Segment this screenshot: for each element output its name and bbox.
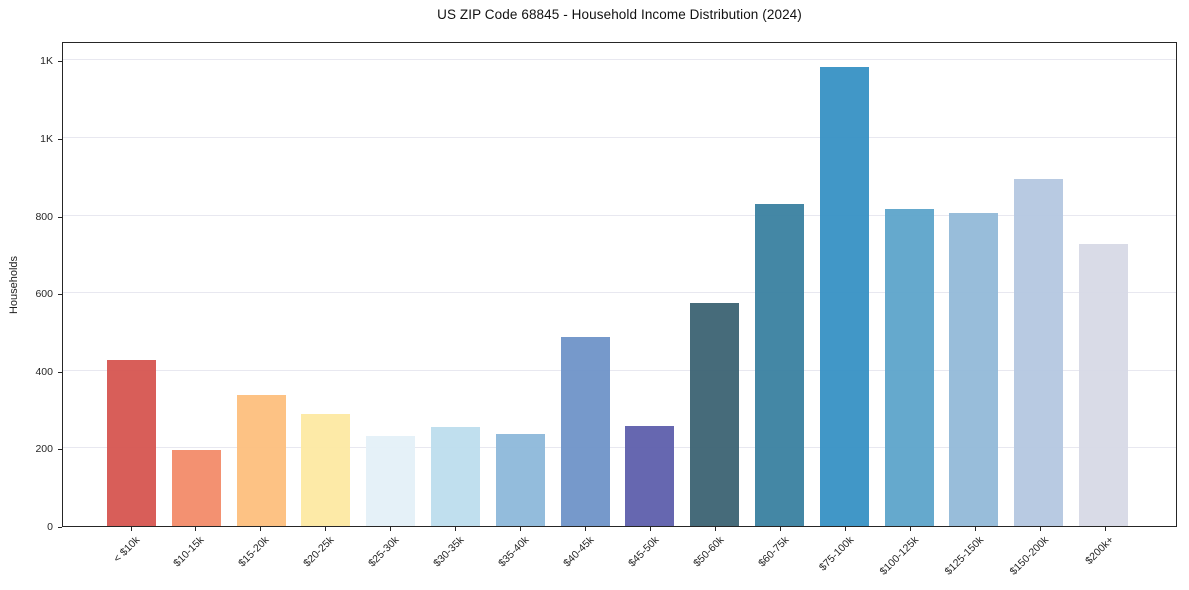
bar-25-30k (366, 436, 416, 526)
x-tick-mark (520, 527, 522, 531)
gridline-800 (63, 214, 1176, 216)
bar-10k (106, 359, 156, 526)
x-tick-label: $50-60k (691, 534, 727, 570)
y-tick-mark (58, 449, 62, 451)
y-tick-label: 200 (35, 443, 53, 456)
y-tick-label: 1K (40, 133, 53, 145)
x-tick-label: < $10k (110, 534, 142, 565)
bar-15-20k (236, 394, 286, 526)
x-tick-label: $40-45k (561, 534, 597, 570)
bar-slot (553, 43, 618, 526)
bar-slot (358, 43, 423, 526)
x-tick-mark (1104, 527, 1106, 531)
x-tick-mark (974, 527, 976, 531)
bar-slot (1006, 43, 1071, 526)
x-tick-mark (195, 527, 197, 531)
x-tick-label: $35-40k (496, 534, 532, 570)
bar-50-60k (690, 302, 740, 526)
bar-slot (423, 43, 488, 526)
bar-slot (812, 43, 877, 526)
x-tick-mark (650, 527, 651, 531)
bar-slot (99, 43, 164, 526)
bar-slot (682, 43, 747, 526)
bar-75-100k (819, 66, 869, 526)
bar-60-75k (755, 204, 805, 526)
x-tick-mark (1039, 527, 1041, 531)
gridline-1200 (63, 59, 1176, 61)
bar-20-25k (301, 413, 351, 526)
y-tick-mark (58, 527, 62, 528)
x-tick-label: $30-35k (431, 534, 467, 570)
y-tick-mark (58, 371, 62, 373)
y-tick-mark (58, 294, 62, 296)
x-tick-label: $60-75k (755, 534, 792, 570)
x-tick-mark (585, 527, 586, 531)
x-tick-label: $20-25k (301, 534, 337, 570)
gridline-200 (63, 447, 1176, 449)
x-tick-mark (325, 527, 327, 531)
x-tick-mark (455, 527, 457, 531)
x-tick-label: $200k+ (1082, 534, 1116, 568)
y-tick-label: 400 (35, 365, 53, 378)
x-tick-label: $45-50k (626, 534, 662, 570)
x-tick-mark (714, 527, 716, 531)
y-tick-label: 800 (35, 210, 53, 223)
x-tick-label: $15-20k (236, 534, 272, 570)
bar-150-200k (1014, 178, 1064, 526)
gridline-600 (63, 292, 1176, 294)
x-tick-mark (909, 527, 911, 531)
y-tick-label: 1K (40, 55, 53, 68)
chart-title: US ZIP Code 68845 - Household Income Dis… (437, 7, 802, 22)
bar-slot (488, 43, 553, 526)
x-tick-label: $100-125k (877, 534, 922, 578)
x-tick-mark (779, 527, 781, 531)
bar-45-50k (625, 425, 675, 526)
bar-200k (1079, 243, 1129, 526)
bar-slot (618, 43, 683, 526)
bar-125-150k (949, 212, 999, 526)
bar-slot (747, 43, 812, 526)
bar-10-15k (171, 450, 221, 526)
bar-slot (164, 43, 229, 526)
x-tick-mark (844, 527, 846, 531)
x-tick-label: $150-200k (1007, 534, 1052, 578)
bar-35-40k (495, 433, 545, 526)
x-tick-mark (390, 527, 392, 531)
bar-40-45k (560, 337, 610, 526)
y-tick-mark (58, 61, 62, 63)
x-tick-mark (260, 527, 262, 531)
bar-slot (877, 43, 942, 526)
x-tick-mark (130, 527, 132, 531)
bar-slot (942, 43, 1007, 526)
gridline-400 (63, 369, 1176, 371)
x-tick-label: $125-150k (942, 534, 987, 578)
bar-slot (1071, 43, 1136, 526)
bars-container (99, 43, 1136, 526)
y-tick-label: 600 (35, 288, 53, 301)
x-tick-label: $10-15k (171, 534, 207, 570)
y-tick-mark (58, 216, 62, 218)
bar-30-35k (430, 427, 480, 526)
gridline-1000 (63, 137, 1176, 138)
x-tick-label: $75-100k (816, 534, 857, 574)
y-tick-mark (58, 139, 62, 140)
bar-100-125k (884, 209, 934, 526)
bar-slot (293, 43, 358, 526)
x-tick-label: $25-30k (366, 534, 402, 570)
plot-area (62, 42, 1177, 527)
bar-slot (229, 43, 294, 526)
y-axis-label: Households (8, 255, 20, 315)
y-tick-label: 0 (47, 521, 53, 533)
